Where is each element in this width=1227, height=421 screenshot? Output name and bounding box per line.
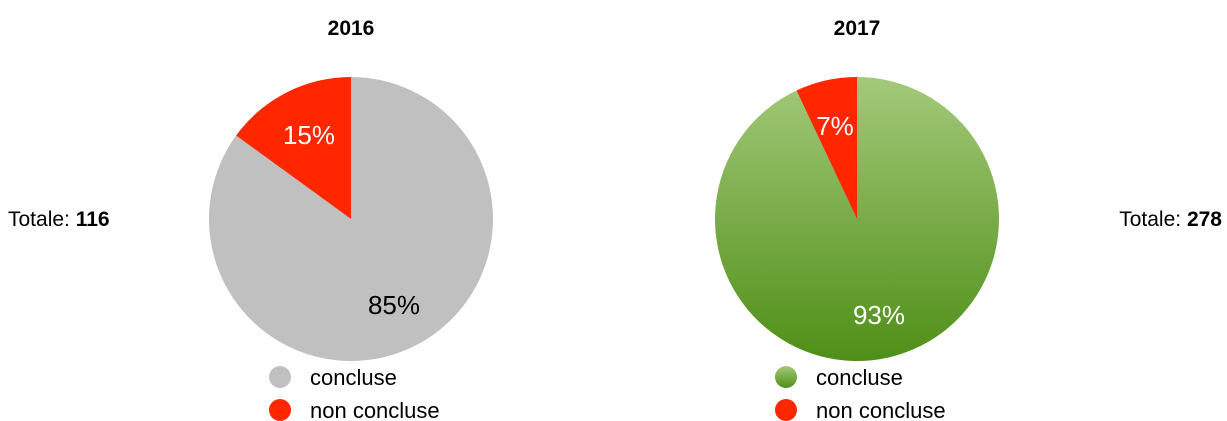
legend-label: non concluse: [816, 398, 946, 421]
chart-title: 2017: [834, 17, 881, 40]
total-value: 278: [1187, 208, 1222, 231]
total-label: Totale: 278: [1119, 208, 1222, 231]
chart-title: 2016: [328, 17, 375, 40]
slice-label: 93%: [853, 300, 905, 330]
legend-marker: [269, 399, 291, 421]
legend-label: concluse: [310, 365, 397, 390]
slice-label: 15%: [283, 120, 335, 150]
pie-slice-non-concluse: [796, 77, 857, 219]
pie-slice-concluse: [208, 77, 493, 361]
pie-chart-2016: 2016 Totale: 116 85% 15% concluse non conclus…: [8, 17, 493, 421]
legend-label: non concluse: [310, 398, 440, 421]
pie-slice-concluse: [715, 77, 1000, 361]
legend-marker: [269, 366, 291, 388]
pie-chart-2017: 2017 Totale: 278 93% 7% concluse non concluse: [715, 17, 1222, 421]
slice-label: 85%: [368, 290, 420, 320]
legend-marker: [775, 399, 797, 421]
legend-label: concluse: [816, 365, 903, 390]
pie-slice-non-concluse: [236, 77, 351, 219]
legend-marker: [775, 366, 797, 388]
total-value: 116: [76, 208, 110, 231]
total-label: Totale: 116: [8, 208, 110, 231]
slice-label: 7%: [816, 111, 854, 141]
